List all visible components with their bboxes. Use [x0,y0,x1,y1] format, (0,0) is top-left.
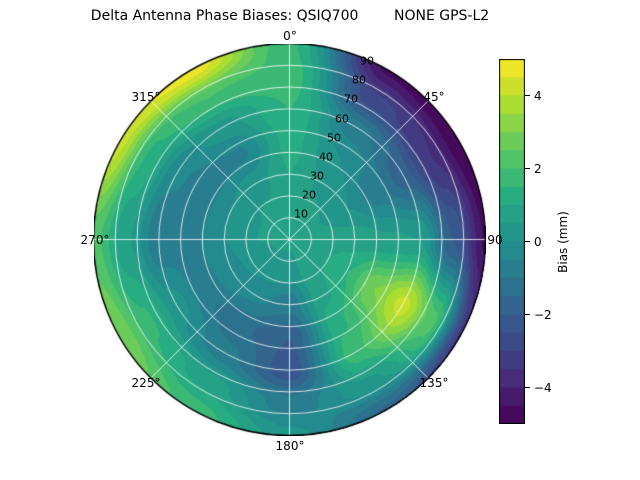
angular-tick-label-0: 0° [283,29,297,43]
radial-tick-label-20: 20 [302,188,316,202]
radial-tick-label-50: 50 [327,131,341,145]
radial-tick-label-70: 70 [344,92,358,106]
colorbar-tick [525,387,530,388]
colorbar-tick-label: 2 [534,162,542,176]
colorbar-axis-label: Bias (mm) [556,211,570,273]
radial-tick-label-30: 30 [310,169,324,183]
angular-tick-label-315: 315° [131,90,161,104]
angular-tick-label-45: 45° [423,90,445,104]
angular-tick-label-90: 90 [487,233,503,247]
angular-tick-label-270: 270° [80,233,110,247]
colorbar-tick-label: −2 [534,308,552,322]
angular-tick-label-180: 180° [275,439,305,453]
colorbar-tick [525,314,530,315]
colorbar-tick-label: 4 [534,89,542,103]
angular-tick-label-225: 225° [131,376,161,390]
colorbar-tick [525,168,530,169]
angular-tick-label-135: 135° [419,376,449,390]
radial-tick-label-90: 90 [360,54,374,68]
colorbar [499,59,525,424]
radial-tick-label-80: 80 [352,73,366,87]
colorbar-tick [525,241,530,242]
polar-contour-plot [94,44,486,436]
radial-tick-label-10: 10 [294,207,308,221]
radial-tick-label-40: 40 [319,150,333,164]
colorbar-tick-label: −4 [534,381,552,395]
colorbar-tick-label: 0 [534,235,542,249]
chart-title: Delta Antenna Phase Biases: QSIQ700 NONE… [90,8,490,24]
radial-tick-label-60: 60 [335,112,349,126]
colorbar-tick [525,95,530,96]
